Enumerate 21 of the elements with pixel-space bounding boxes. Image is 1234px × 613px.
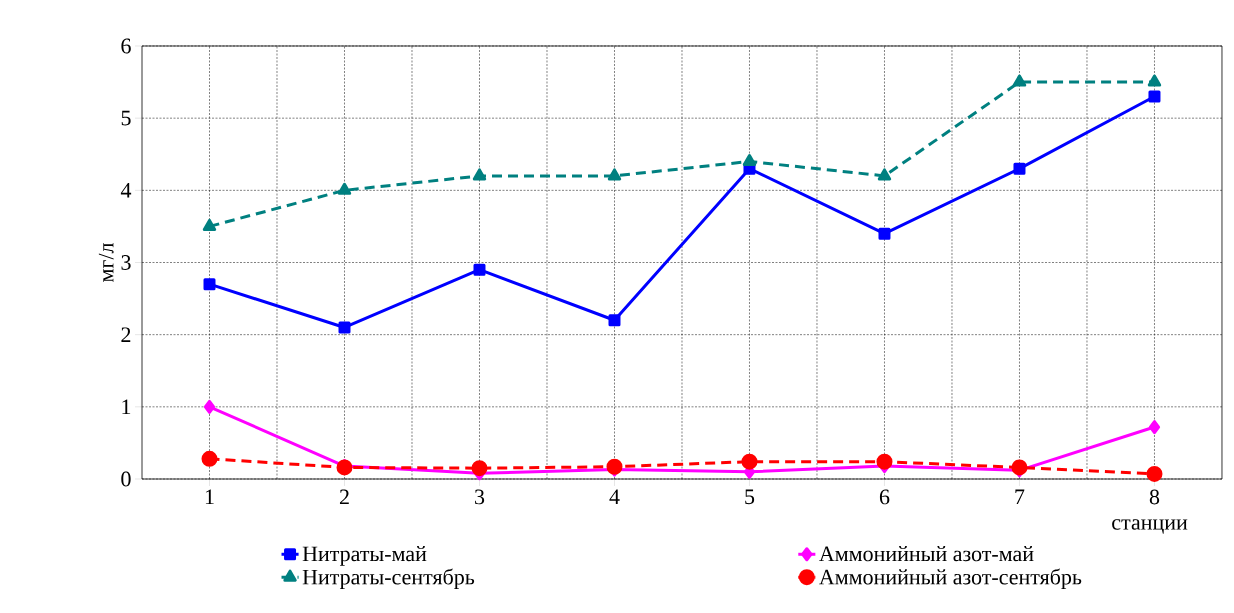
legend-label: Аммонийный азот-май <box>819 545 1034 562</box>
x-tick-label: 1 <box>205 489 214 505</box>
y-axis-title: мг/л <box>98 242 114 283</box>
x-tick-label: 2 <box>339 489 349 505</box>
x-tick-label: 3 <box>475 489 485 505</box>
x-axis-title: станции <box>1112 519 1188 534</box>
x-tick-label: 8 <box>1149 489 1160 505</box>
x-tick-label: 4 <box>609 489 620 505</box>
y-tick-label: 4 <box>120 183 132 198</box>
y-tick-label: 0 <box>121 471 131 487</box>
legend-label: Аммонийный азот-сентябрь <box>819 568 1082 589</box>
y-tick-label: 3 <box>121 255 131 270</box>
y-tick-label: 1 <box>122 399 131 415</box>
x-tick-label: 7 <box>1015 489 1025 504</box>
x-tick-label: 5 <box>745 489 755 505</box>
legend-label: Нитраты-май <box>302 545 427 566</box>
x-tick-label: 6 <box>879 489 890 505</box>
y-tick-label: 5 <box>121 110 131 126</box>
y-tick-label: 6 <box>121 38 131 54</box>
legend-label: Нитраты-сентябрь <box>302 568 475 589</box>
y-tick-label: 2 <box>121 327 131 342</box>
